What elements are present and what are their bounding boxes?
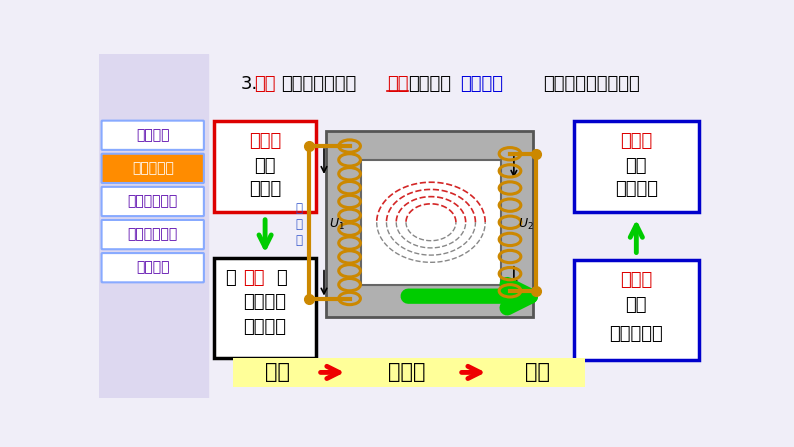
Text: 中: 中: [276, 269, 287, 287]
Bar: [233, 358, 585, 387]
Text: 副线圈: 副线圈: [620, 132, 653, 151]
FancyBboxPatch shape: [102, 187, 204, 216]
Text: 新课引入: 新课引入: [136, 128, 169, 142]
Text: $U_2$: $U_2$: [518, 217, 534, 232]
Text: 电压与匝数比: 电压与匝数比: [128, 194, 178, 208]
Text: 原线圈: 原线圈: [249, 132, 281, 151]
Bar: [99, 54, 208, 398]
Text: 铁芯: 铁芯: [244, 269, 265, 287]
Text: 认识变压器: 认识变压器: [132, 161, 174, 175]
FancyBboxPatch shape: [102, 253, 204, 283]
Text: 副线圈: 副线圈: [620, 271, 653, 289]
Text: 电能: 电能: [265, 363, 290, 383]
FancyBboxPatch shape: [102, 121, 204, 150]
Bar: [361, 160, 501, 286]
Text: 交流电: 交流电: [249, 180, 281, 198]
Bar: [573, 122, 699, 212]
Text: ：变压器是利用: ：变压器是利用: [281, 76, 357, 93]
Text: 3.: 3.: [241, 76, 258, 93]
Text: 互感: 互感: [387, 76, 408, 93]
Text: 在: 在: [225, 269, 237, 287]
Text: 产生变化: 产生变化: [244, 293, 287, 312]
Text: 现象，对: 现象，对: [408, 76, 452, 93]
Text: 产生: 产生: [626, 157, 647, 175]
Bar: [214, 257, 316, 358]
Text: 电流与匝数比: 电流与匝数比: [128, 228, 178, 241]
Text: 产生: 产生: [626, 295, 647, 314]
Text: 感应电流: 感应电流: [615, 180, 657, 198]
Bar: [214, 122, 316, 212]
Text: 感应电动势: 感应电动势: [610, 325, 663, 343]
Bar: [326, 131, 534, 317]
FancyBboxPatch shape: [102, 220, 204, 249]
Text: 原理: 原理: [254, 76, 276, 93]
Text: 磁场能: 磁场能: [388, 363, 426, 383]
Text: 动态问题: 动态问题: [136, 261, 169, 275]
Text: 的磁通量: 的磁通量: [244, 318, 287, 336]
Bar: [573, 260, 699, 360]
Text: 实现升压或降压的。: 实现升压或降压的。: [543, 76, 640, 93]
Text: $U_1$: $U_1$: [330, 217, 345, 232]
Text: 交
流
电: 交 流 电: [295, 202, 303, 247]
Text: 交变电流: 交变电流: [461, 76, 503, 93]
Text: 接入: 接入: [254, 157, 276, 175]
FancyBboxPatch shape: [102, 154, 204, 183]
Text: 电能: 电能: [525, 363, 549, 383]
